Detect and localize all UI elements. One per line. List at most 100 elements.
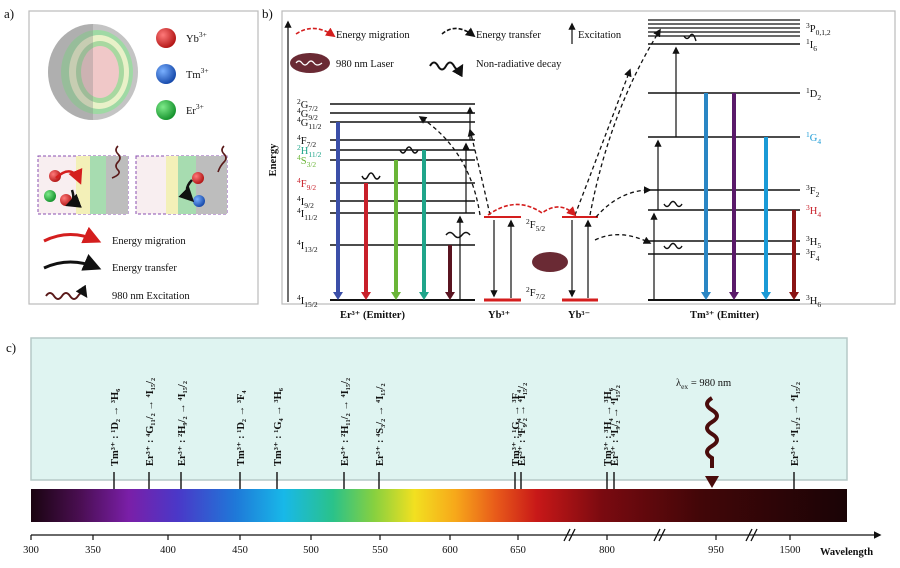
emission-label: Tm³⁺ : ¹G₄ → ³H₆ [273,388,284,466]
er-emitter-label: Er³⁺ (Emitter) [340,310,405,321]
panel-a-label: a) [4,6,14,21]
tm-level-label: 1I6 [806,37,817,53]
emission-label: Tm³⁺ : ¹G₄ → ³F₄ [511,389,522,466]
legend-b-migration: Energy migration [336,30,410,41]
tm-level-label: 3F2 [806,183,820,199]
ion-label-tm: Tm3+ [186,66,209,81]
dashed-black-arrow-icon [441,27,476,38]
er-level-label: 4I13/2 [297,238,318,254]
axis-tick-label: 950 [708,545,724,556]
yb-level-label: 2F7/2 [526,285,545,301]
panel-a: a) Yb3+ Tm3+ Er3+ [4,6,259,305]
tm-ion-icon [156,64,176,84]
legend-excitation-text: 980 nm Excitation [112,291,190,302]
energy-transfer-curves [418,28,661,244]
nonrad-icon [445,231,471,239]
er-level-label: 4I9/2 [297,194,314,210]
yb-energy-levels: 2F5/2 2F7/2 [484,216,598,302]
black-arrow-icon [43,254,102,271]
tm-level-label: 3F4 [806,247,820,263]
axis-breaks [563,528,758,542]
er-level-label: 4I15/2 [297,293,318,309]
tm-level-label: 3H4 [806,203,821,219]
dashed-red-arrow-icon [295,27,336,38]
ion-legend: Yb3+ Tm3+ Er3+ [156,28,209,120]
emission-label: Er³⁺ : ⁴G₁₁/₂ → ⁴I₁₅/₂ [145,378,156,466]
legend-b-laser: 980 nm Laser [336,59,394,70]
tm-emitter-label: Tm³⁺ (Emitter) [690,310,760,321]
tm-level-label: 3P0,1,2 [806,21,831,37]
axis-tick-label: 300 [23,545,39,556]
wavy-excitation-icon [111,145,121,179]
er-transitions [333,106,474,300]
tm-level-label: 1D2 [806,86,821,102]
yb-label-1: Yb³⁺ [488,310,510,321]
emission-label: Er³⁺ : ⁴I₉/₂ → ⁴I₁₅/₂ [610,385,621,466]
wavy-arrow-icon [45,284,88,300]
ion-label-yb: Yb3+ [186,30,207,45]
yb-laser-icon [532,252,568,272]
emission-label: Er³⁺ : ²H₁₁/₂ → ⁴I₁₅/₂ [340,378,351,466]
spectrum-bar [31,489,847,522]
wavelength-axis-title: Wavelength [820,547,873,558]
zoom-box-er [37,145,129,215]
axis-tick-label: 500 [303,545,319,556]
emission-label: Tm³⁺ : ¹D₂ → ³F₄ [236,390,247,466]
nonrad-icon [663,200,683,208]
axis-tick-label: 1500 [780,545,801,556]
legend-transfer-text: Energy transfer [112,263,177,274]
tm-level-label: 3H5 [806,234,821,250]
er-level-label: 4F9/2 [297,176,316,192]
emission-lines: Tm³⁺ : ¹D₂ → ³H₆ Er³⁺ : ⁴G₁₁/₂ → ⁴I₁₅/₂ Er… [110,378,801,490]
er-level-label: 4G11/2 [297,115,322,131]
tm-transitions [650,33,799,300]
emission-label: Tm³⁺ : ¹D₂ → ³H₆ [110,389,121,466]
laser-beam-icon [290,53,330,73]
wavelength-ticks: 300 350 400 450 500 550 600 650 800 950 1500 [23,535,801,556]
nonrad-icon [663,242,683,250]
er-level-label: 4G9/2 [297,106,318,122]
emission-label: Er³⁺ : ⁴F₉/₂ → ⁴I₁₅/₂ [517,383,528,466]
energy-axis-label: Energy [268,143,279,176]
tm-level-label: 1G4 [806,130,821,146]
excitation-label: λex = 980 nm [676,378,731,391]
er-level-label: 2G7/2 [297,97,318,113]
panel-c: c) Tm³⁺ : ¹D₂ → ³H₆ Er³⁺ : ⁴G₁₁/₂ → ⁴I₁₅/… [6,337,882,558]
legend-b-nonrad: Non-radiative decay [476,59,562,70]
nanoparticle-illustration [48,24,138,120]
er-level-label: 4S3/2 [297,153,316,169]
nonrad-icon [683,33,697,42]
axis-tick-label: 350 [85,545,101,556]
emission-label: Er³⁺ : ⁴S₃/₂ → ⁴I₁₅/₂ [375,383,386,466]
panel-a-legend: Energy migration Energy transfer 980 nm … [43,226,190,302]
excitation-wave-icon [705,396,719,468]
red-arrow-icon [43,226,102,244]
panel-b-legend: Energy migration Energy transfer Excitat… [290,22,622,78]
axis-tick-label: 600 [442,545,458,556]
ion-label-er: Er3+ [186,102,204,117]
er-level-label: 2H11/2 [297,143,322,159]
yb-level-label: 2F5/2 [526,217,545,233]
emission-label: Tm³⁺ : ³H₄ → ³H₆ [603,388,614,466]
er-ion-icon [156,100,176,120]
tm-level-label: 3H6 [806,293,821,309]
axis-tick-label: 450 [232,545,248,556]
legend-b-excitation: Excitation [578,30,622,41]
legend-b-transfer: Energy transfer [476,30,541,41]
legend-migration-text: Energy migration [112,236,186,247]
axis-tick-label: 800 [599,545,615,556]
emission-label: Er³⁺ : ²H₉/₂ → ⁴I₁₅/₂ [177,381,188,466]
yb-energy-migration-curve [487,203,577,217]
er-level-label: 4I11/2 [297,206,318,222]
nonrad-icon [361,172,381,180]
nonradiative-arrow-icon [429,61,464,78]
panel-b-label: b) [262,6,273,21]
axis-tick-label: 650 [510,545,526,556]
panel-c-label: c) [6,340,16,355]
yb-ion-icon [156,28,176,48]
axis-tick-label: 400 [160,545,176,556]
panel-b: b) Energy Energy migration Energy transf… [262,6,896,321]
zoom-box-tm [135,145,228,215]
